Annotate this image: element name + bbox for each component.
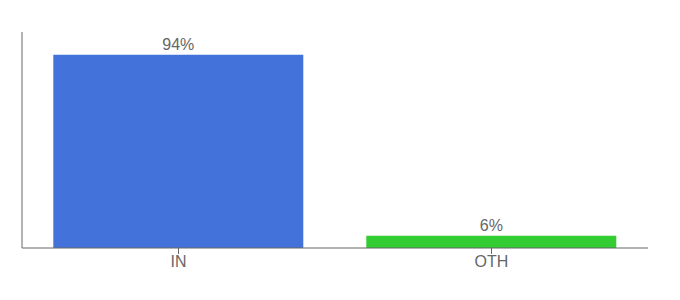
svg-text:IN: IN bbox=[171, 253, 187, 270]
svg-text:94%: 94% bbox=[162, 36, 194, 53]
svg-text:OTH: OTH bbox=[475, 253, 509, 270]
svg-text:6%: 6% bbox=[480, 217, 503, 234]
